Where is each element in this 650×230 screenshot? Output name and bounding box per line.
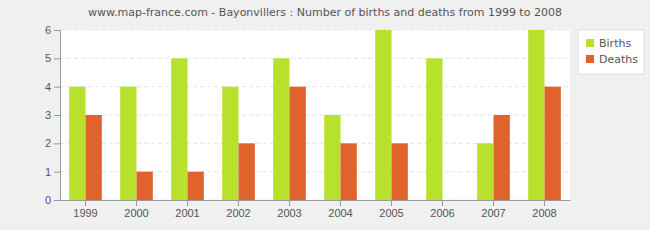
y-tick-mark xyxy=(54,143,60,144)
y-axis-line xyxy=(60,31,61,201)
x-tick-label: 2005 xyxy=(379,207,403,219)
x-tick-label: 2001 xyxy=(175,207,199,219)
bar xyxy=(222,87,238,200)
x-tick-mark xyxy=(238,200,239,206)
x-axis: 1999 2000 2001 2002 2003 2004 2005 2006 2007 2008 xyxy=(61,200,571,219)
bar xyxy=(137,172,153,200)
bar xyxy=(290,87,306,200)
x-tick: 2004 xyxy=(328,200,352,219)
y-tick-label: 1 xyxy=(45,166,51,178)
plot-background xyxy=(60,30,570,200)
y-tick: 0 xyxy=(45,194,60,206)
x-tick-label: 1999 xyxy=(73,207,97,219)
y-tick: 5 xyxy=(45,52,60,64)
x-tick: 1999 xyxy=(73,200,97,219)
plot: 1999 2000 2001 2002 2003 2004 2005 2006 2007 2008… xyxy=(45,24,571,219)
y-tick-mark xyxy=(54,87,60,88)
x-tick-label: 2003 xyxy=(277,207,301,219)
x-tick: 2006 xyxy=(430,200,454,219)
bar xyxy=(188,172,204,200)
x-tick: 2002 xyxy=(226,200,250,219)
title: www.map-france.com - Bayonvillers : Numb… xyxy=(88,6,562,19)
legend-box xyxy=(578,30,644,74)
x-tick: 2001 xyxy=(175,200,199,219)
x-tick-mark xyxy=(289,200,290,206)
grid xyxy=(60,30,570,200)
x-tick-mark xyxy=(442,200,443,206)
y-tick: 6 xyxy=(45,24,60,36)
y-tick-label: 4 xyxy=(45,81,51,93)
grid-line xyxy=(60,58,570,59)
x-tick-label: 2000 xyxy=(124,207,148,219)
x-tick: 2008 xyxy=(532,200,556,219)
y-tick: 1 xyxy=(45,166,60,178)
bar xyxy=(239,143,255,200)
y-tick-label: 6 xyxy=(45,24,51,36)
bar xyxy=(69,87,85,200)
bar xyxy=(392,143,408,200)
legend-label: Births xyxy=(599,37,631,50)
x-tick-mark xyxy=(187,200,188,206)
background xyxy=(0,0,650,230)
x-tick-label: 2008 xyxy=(532,207,556,219)
y-tick: 2 xyxy=(45,137,60,149)
x-tick: 2003 xyxy=(277,200,301,219)
x-tick-mark xyxy=(85,200,86,206)
bar xyxy=(120,87,136,200)
y-tick-label: 5 xyxy=(45,52,51,64)
x-tick-mark xyxy=(340,200,341,206)
series xyxy=(69,30,544,200)
y-tick-label: 2 xyxy=(45,137,51,149)
grid-line xyxy=(60,30,570,31)
bar xyxy=(324,115,340,200)
legend-item: Births xyxy=(586,37,631,50)
bar xyxy=(477,143,493,200)
y-tick: 3 xyxy=(45,109,60,121)
y-tick-mark xyxy=(54,172,60,173)
y-tick-mark xyxy=(54,58,60,59)
bars xyxy=(69,30,561,200)
x-tick-mark xyxy=(493,200,494,206)
x-tick-mark xyxy=(391,200,392,206)
x-tick-mark xyxy=(136,200,137,206)
x-tick: 2000 xyxy=(124,200,148,219)
y-axis: 0 1 2 3 4 5 6 xyxy=(45,24,61,206)
y-tick-label: 0 xyxy=(45,194,51,206)
bar xyxy=(528,30,544,200)
bar xyxy=(86,115,102,200)
bar xyxy=(273,58,289,200)
x-tick-label: 2004 xyxy=(328,207,352,219)
series xyxy=(86,87,561,200)
bar xyxy=(545,87,561,200)
x-tick-label: 2007 xyxy=(481,207,505,219)
bar xyxy=(171,58,187,200)
bar xyxy=(443,200,459,201)
chart: www.map-france.com - Bayonvillers : Numb… xyxy=(0,0,650,230)
x-tick: 2005 xyxy=(379,200,403,219)
bar xyxy=(494,115,510,200)
legend-item: Deaths xyxy=(586,53,638,66)
bar xyxy=(375,30,391,200)
legend-label: Deaths xyxy=(599,53,638,66)
legend-swatch xyxy=(586,55,594,63)
y-tick-mark xyxy=(54,200,60,201)
y-tick-mark xyxy=(54,115,60,116)
bar xyxy=(426,58,442,200)
bar xyxy=(341,143,357,200)
x-tick-mark xyxy=(544,200,545,206)
x-tick-label: 2002 xyxy=(226,207,250,219)
y-tick-mark xyxy=(54,30,60,31)
y-tick-label: 3 xyxy=(45,109,51,121)
legend-swatch xyxy=(586,39,594,47)
x-tick: 2007 xyxy=(481,200,505,219)
legend: Births Deaths xyxy=(578,30,644,74)
y-tick: 4 xyxy=(45,81,60,93)
x-tick-label: 2006 xyxy=(430,207,454,219)
